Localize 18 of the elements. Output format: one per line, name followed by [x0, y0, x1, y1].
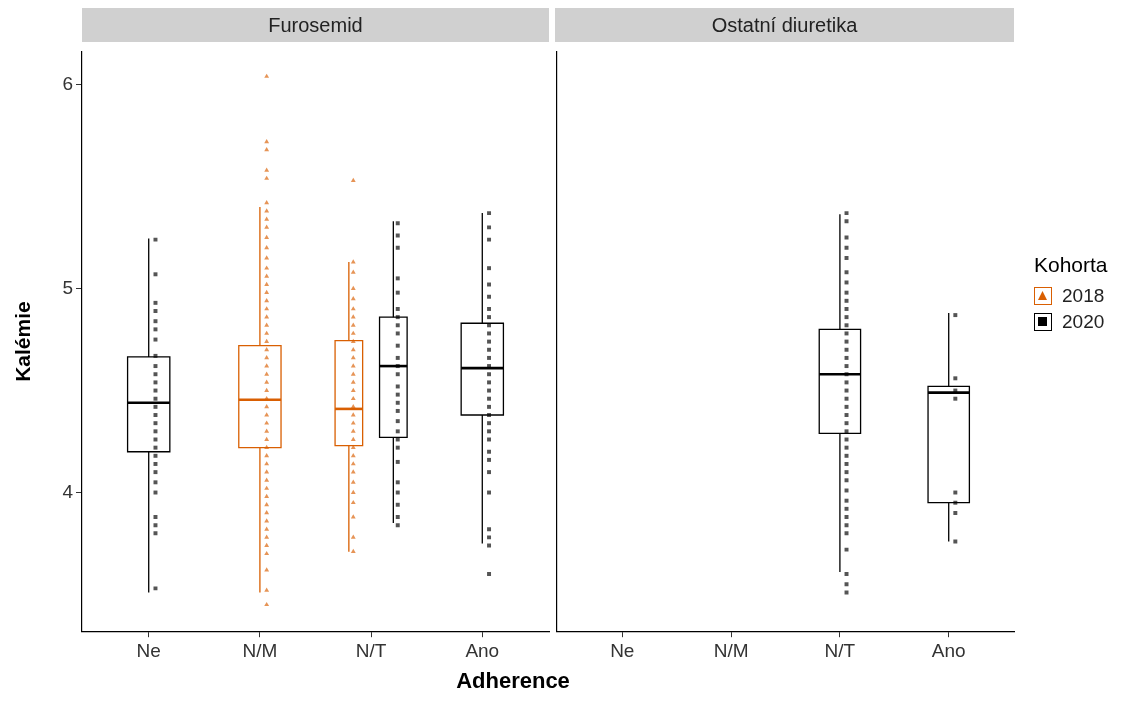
x-tick-label: Ne: [136, 639, 161, 661]
x-axis-title: Adherence: [455, 668, 571, 694]
legend-label: 2018: [1062, 285, 1105, 307]
x-tick-label: N/M: [242, 639, 278, 661]
y-tick-label: 6: [62, 72, 73, 94]
chart-title: Ostatní diuretika: [555, 8, 1014, 42]
y-tick-label: 4: [62, 480, 74, 502]
x-tick-label: Ano: [465, 639, 500, 661]
y-axis-title: Kalémie: [11, 301, 35, 382]
legend-title: Kohorta: [1034, 253, 1108, 277]
x-tick-label: Ano: [931, 639, 966, 661]
x-tick-label: Ne: [610, 639, 635, 661]
x-tick-label: N/M: [713, 639, 749, 661]
x-tick-label: N/T: [355, 639, 387, 661]
legend-label: 2020: [1062, 311, 1105, 333]
x-tick-label: N/T: [824, 639, 856, 661]
chart-title: Furosemid: [82, 8, 549, 42]
y-tick-label: 5: [62, 276, 73, 298]
